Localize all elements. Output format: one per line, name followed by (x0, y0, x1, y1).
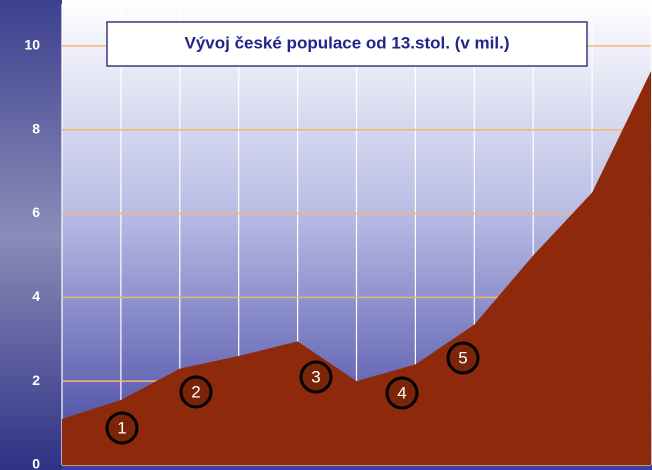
annotation-label: 1 (117, 418, 126, 437)
annotation-marker (105, 411, 139, 445)
annotation-label: 3 (311, 367, 320, 386)
annotation-marker (179, 375, 213, 409)
annotation-marker (299, 360, 333, 394)
y-tick-label: 4 (32, 288, 40, 304)
title-box (106, 21, 588, 67)
y-tick-label: 10 (24, 37, 40, 53)
y-tick-label: 2 (32, 372, 40, 388)
area (62, 71, 651, 466)
y-tick-label: 8 (32, 120, 40, 136)
annotation-label: 4 (397, 383, 406, 402)
annotation-label: 2 (191, 382, 200, 401)
y-tick-label: 0 (32, 456, 40, 470)
y-tick-label: 6 (32, 204, 40, 220)
annotation-marker (446, 341, 480, 375)
annotation-label: 5 (458, 348, 467, 367)
annotation-marker (385, 376, 419, 410)
axis-band (0, 0, 62, 470)
chart-title: Vývoj české populace od 13.stol. (v mil.… (184, 33, 509, 52)
